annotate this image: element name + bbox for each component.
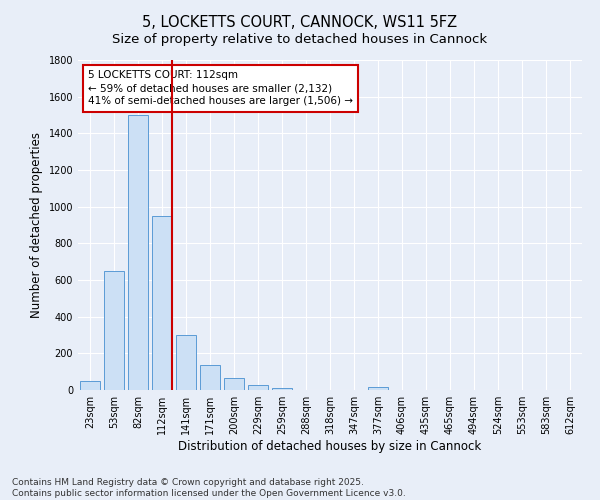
Bar [224, 378, 244, 390]
Bar [248, 386, 268, 390]
Bar [104, 271, 124, 390]
Bar [128, 115, 148, 390]
Bar [272, 388, 292, 390]
Y-axis label: Number of detached properties: Number of detached properties [30, 132, 43, 318]
Text: Contains HM Land Registry data © Crown copyright and database right 2025.
Contai: Contains HM Land Registry data © Crown c… [12, 478, 406, 498]
Bar [152, 216, 172, 390]
Text: Size of property relative to detached houses in Cannock: Size of property relative to detached ho… [112, 32, 488, 46]
Bar [176, 335, 196, 390]
Bar [80, 381, 100, 390]
Text: 5, LOCKETTS COURT, CANNOCK, WS11 5FZ: 5, LOCKETTS COURT, CANNOCK, WS11 5FZ [142, 15, 458, 30]
Bar [200, 365, 220, 390]
X-axis label: Distribution of detached houses by size in Cannock: Distribution of detached houses by size … [178, 440, 482, 453]
Bar [368, 387, 388, 390]
Text: 5 LOCKETTS COURT: 112sqm
← 59% of detached houses are smaller (2,132)
41% of sem: 5 LOCKETTS COURT: 112sqm ← 59% of detach… [88, 70, 353, 106]
